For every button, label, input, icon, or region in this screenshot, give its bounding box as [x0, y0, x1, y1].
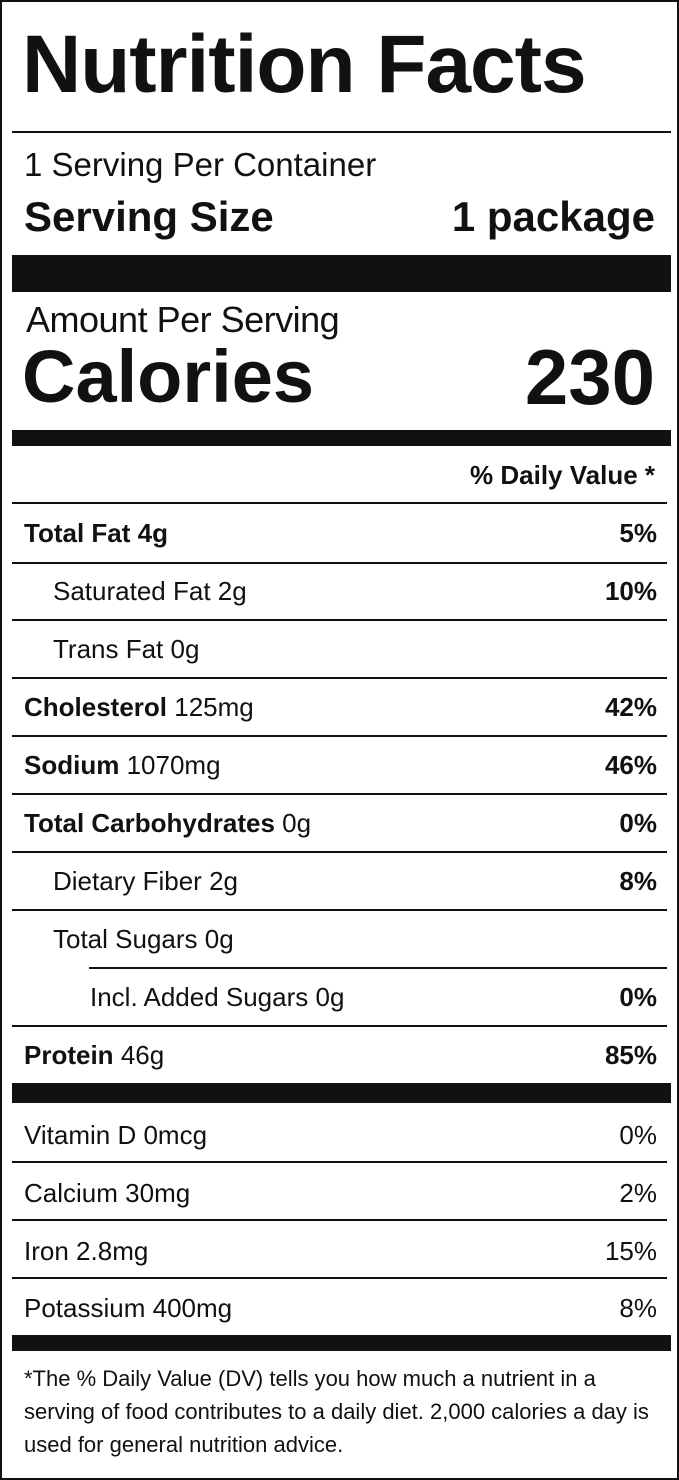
nutrient-amount: 0g — [170, 634, 200, 664]
nutrient-name: Cholesterol — [24, 692, 168, 722]
servings-per-container: 1 Serving Per Container — [24, 146, 377, 183]
vitamin-name: Vitamin D — [24, 1120, 137, 1150]
divider — [12, 735, 667, 737]
nutrient-amount: 0g — [204, 924, 234, 954]
nutrient-name: Total Carbohydrates — [24, 808, 275, 838]
nutrient-name: Incl. Added Sugars — [90, 982, 309, 1012]
nutrient-row-protein: Protein 46g 85% — [2, 1027, 677, 1085]
serving-size-value: 1 package — [451, 193, 655, 240]
divider — [12, 1161, 667, 1163]
divider — [12, 1277, 667, 1279]
vitamin-amount: 400mg — [152, 1293, 233, 1323]
divider — [12, 851, 667, 853]
nutrient-dv: 10% — [604, 576, 657, 606]
nutrient-name: Dietary Fiber — [53, 866, 202, 896]
vitamin-row-iron: Iron 2.8mg 15% — [2, 1223, 677, 1281]
nutrient-row-total-sugars: Total Sugars 0g — [2, 911, 677, 969]
divider — [12, 562, 667, 564]
nutrient-dv: 8% — [619, 866, 657, 896]
divider — [12, 909, 667, 911]
vitamin-row-vitamin-d: Vitamin D 0mcg 0% — [2, 1107, 677, 1165]
nutrient-name: Trans Fat — [53, 634, 164, 664]
divider-indented — [89, 967, 667, 969]
vitamin-name: Potassium — [24, 1293, 146, 1323]
daily-value-header: % Daily Value * — [470, 460, 655, 490]
thick-bar-protein — [12, 1083, 671, 1103]
vitamin-dv: 2% — [619, 1178, 657, 1208]
nutrient-amount: 2g — [209, 866, 238, 896]
nutrient-dv: 42% — [604, 692, 657, 722]
nutrient-amount: 0g — [315, 982, 345, 1012]
nutrient-row-sodium: Sodium 1070mg 46% — [2, 737, 677, 795]
nutrient-name: Sodium — [24, 750, 120, 780]
nutrient-amount: 0g — [282, 808, 312, 838]
vitamin-dv: 15% — [604, 1236, 657, 1266]
medium-bar-calories — [12, 430, 671, 446]
nutrient-row-total-carbohydrates: Total Carbohydrates 0g 0% — [2, 795, 677, 853]
vitamin-amount: 30mg — [125, 1178, 191, 1208]
nutrient-row-saturated-fat: Saturated Fat 2g 10% — [2, 563, 677, 621]
divider — [12, 1219, 667, 1221]
nutrient-amount: 46g — [120, 1040, 165, 1070]
nutrient-row-total-fat: Total Fat 4g 5% — [2, 505, 677, 563]
serving-size-label: Serving Size — [24, 193, 274, 240]
nutrient-amount: 1070mg — [126, 750, 221, 780]
vitamin-amount: 0mcg — [143, 1120, 208, 1150]
title-divider — [12, 131, 671, 133]
nutrient-row-trans-fat: Trans Fat 0g — [2, 621, 677, 679]
calories-value: 230 — [524, 333, 655, 421]
nutrient-name: Saturated Fat — [53, 576, 211, 606]
amount-per-serving: Amount Per Serving — [26, 299, 340, 340]
nutrient-dv: 85% — [604, 1040, 657, 1070]
vitamin-dv: 8% — [619, 1293, 657, 1323]
nutrient-name: Protein — [24, 1040, 114, 1070]
vitamin-dv: 0% — [619, 1120, 657, 1150]
vitamin-row-potassium: Potassium 400mg 8% — [2, 1280, 677, 1338]
vitamin-row-calcium: Calcium 30mg 2% — [2, 1165, 677, 1223]
divider — [12, 1025, 667, 1027]
nutrient-name: Total Sugars — [53, 924, 198, 954]
nutrient-dv: 0% — [619, 982, 657, 1012]
nutrient-dv: 46% — [604, 750, 657, 780]
nutrient-amount: 2g — [217, 576, 247, 606]
nutrient-name: Total Fat — [24, 518, 131, 548]
nutrient-amount: 4g — [137, 518, 168, 548]
daily-value-footnote: *The % Daily Value (DV) tells you how mu… — [24, 1366, 649, 1457]
calories-label: Calories — [22, 335, 315, 418]
medium-bar-bottom — [12, 1335, 671, 1351]
nutrient-dv: 5% — [619, 518, 657, 548]
vitamin-name: Iron — [24, 1236, 69, 1266]
label-title: Nutrition Facts — [22, 19, 587, 110]
nutrient-row-cholesterol: Cholesterol 125mg 42% — [2, 679, 677, 737]
nutrient-amount: 125mg — [174, 692, 254, 722]
vitamin-name: Calcium — [24, 1178, 118, 1208]
vitamin-amount: 2.8mg — [76, 1236, 149, 1266]
divider — [12, 619, 667, 621]
divider — [12, 793, 667, 795]
thick-bar-top — [12, 255, 671, 292]
divider — [12, 677, 667, 679]
nutrient-row-added-sugars: Incl. Added Sugars 0g 0% — [2, 969, 677, 1027]
nutrient-row-dietary-fiber: Dietary Fiber 2g 8% — [2, 853, 677, 911]
nutrient-dv: 0% — [619, 808, 657, 838]
divider — [12, 502, 667, 504]
